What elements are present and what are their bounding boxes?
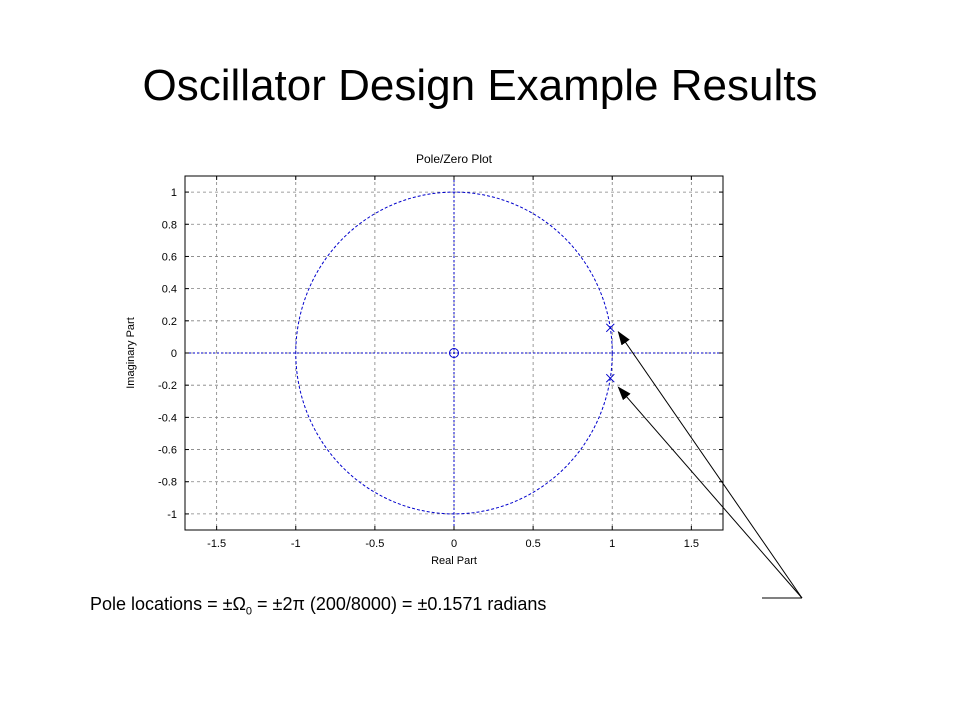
pole-marker-stroke bbox=[605, 373, 615, 383]
pole-marker bbox=[605, 323, 615, 333]
y-tick-label: 0 bbox=[171, 348, 177, 360]
plot-frame bbox=[184, 175, 724, 531]
x-tick-label: 0.5 bbox=[525, 538, 540, 550]
annotation-layer bbox=[617, 331, 803, 599]
x-tick-label: 1 bbox=[609, 538, 615, 550]
y-axis-label: Imaginary Part bbox=[125, 317, 137, 389]
x-tick-label: 1.5 bbox=[684, 538, 699, 550]
ticks-layer: -1.5 -1 -0.5 0 0.5 1 1.5 -1 -0.8 -0.6 -0.4 -0.2 0 0.2… bbox=[158, 176, 723, 550]
caption-subscript: 0 bbox=[245, 605, 253, 618]
y-tick-label: 1 bbox=[171, 187, 177, 199]
unit-circle bbox=[295, 191, 613, 515]
marks-layer bbox=[295, 191, 615, 515]
plot-title: Pole/Zero Plot bbox=[416, 152, 493, 166]
annotation-arrow bbox=[617, 331, 803, 599]
caption-suffix: = ±2π (200/8000) = ±0.1571 radians bbox=[252, 594, 547, 614]
y-tick-label: 0.8 bbox=[162, 219, 177, 231]
x-tick-label: 0 bbox=[451, 538, 457, 550]
x-tick-label: -1.5 bbox=[207, 538, 226, 550]
annotation-arrow bbox=[617, 386, 803, 599]
x-tick-label: -1 bbox=[291, 538, 301, 550]
zero-marker bbox=[449, 348, 459, 358]
caption-prefix: Pole locations = ±Ω bbox=[90, 594, 246, 614]
y-tick-label: -1 bbox=[167, 509, 177, 521]
x-tick-label: -0.5 bbox=[365, 538, 384, 550]
y-tick-label: -0.6 bbox=[158, 445, 177, 457]
x-axis-label: Real Part bbox=[431, 555, 477, 567]
y-tick-label: -0.8 bbox=[158, 477, 177, 489]
slide-title: Oscillator Design Example Results bbox=[142, 61, 818, 110]
y-tick-label: 0.2 bbox=[162, 316, 177, 328]
y-tick-label: -0.4 bbox=[158, 412, 177, 424]
pole-marker bbox=[605, 373, 615, 383]
axes-layer bbox=[185, 176, 723, 530]
pole-locations-caption: Pole locations = ±Ω0 = ±2π (200/8000) = … bbox=[90, 594, 546, 618]
y-tick-label: -0.2 bbox=[158, 380, 177, 392]
pole-marker-stroke bbox=[605, 323, 615, 333]
y-tick-label: 0.6 bbox=[162, 251, 177, 263]
y-tick-label: 0.4 bbox=[162, 284, 177, 296]
